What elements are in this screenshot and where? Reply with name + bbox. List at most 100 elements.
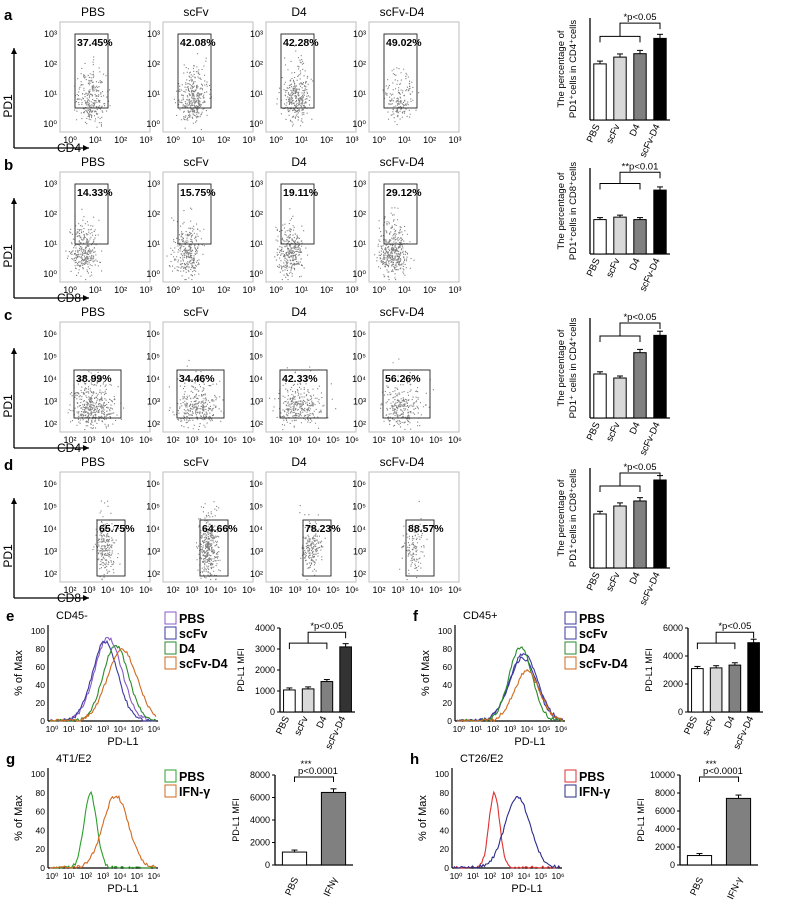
plot-frame xyxy=(162,321,254,433)
y-tick-label: 10³ xyxy=(250,29,263,39)
bar-chart-c: The percentage of PD1⁺ cells in CD4⁺cells… xyxy=(556,312,670,457)
y-tick-label: 10² xyxy=(147,209,160,219)
y-tick-label: 0 xyxy=(444,863,449,873)
x-axis-label: CD8 xyxy=(57,591,81,605)
y-tick-label: 10³ xyxy=(353,179,366,189)
y-tick-label: 10⁵ xyxy=(352,502,366,512)
y-tick-label: 10³ xyxy=(353,547,366,557)
plot-title: scFv-D4 xyxy=(380,455,425,469)
significance-bracket xyxy=(619,22,661,37)
y-tick-label: 10² xyxy=(44,419,57,429)
y-tick-label: 10² xyxy=(147,419,160,429)
plot-title: PBS xyxy=(81,155,105,169)
y-axis-label: The percentage of xyxy=(556,329,567,406)
significance-bracket xyxy=(699,776,739,782)
bar-scFv xyxy=(613,56,627,121)
x-tick-label: 10² xyxy=(372,585,385,595)
x-tick-label: 10⁴ xyxy=(307,585,321,595)
x-tick-label: 10⁰ xyxy=(46,724,59,734)
scatter-points xyxy=(168,359,225,431)
y-tick-label: 10⁶ xyxy=(146,479,160,489)
x-axis-label: PD-L1 xyxy=(514,736,545,748)
y-tick-label: 10³ xyxy=(44,179,57,189)
significance-label: **p<0.01 xyxy=(622,161,659,172)
x-tick-label: 10¹ xyxy=(192,285,205,295)
y-tick-label: 10³ xyxy=(353,29,366,39)
category-label: PBS xyxy=(283,876,301,898)
x-tick-label: 10³ xyxy=(288,435,301,445)
x-tick-label: 10³ xyxy=(139,285,152,295)
y-axis-label: The percentage of xyxy=(556,172,567,249)
y-tick-label: 10⁵ xyxy=(43,352,57,362)
arrow-head xyxy=(83,295,89,301)
category-label: IFN-γ xyxy=(725,875,745,901)
y-tick-label: 80 xyxy=(440,788,450,798)
plot-title: D4 xyxy=(291,455,307,469)
category-label: PBS xyxy=(585,257,603,279)
y-tick-label: 0 xyxy=(447,716,452,726)
y-tick-label: 10⁴ xyxy=(146,374,160,384)
plot-frame xyxy=(59,471,151,583)
scatter-plot-b-2: scFv 15.75% 10³ 10² 10¹ 10⁰ 10⁰ 10¹ 10² 10³ xyxy=(146,155,255,295)
x-tick-label: 10⁰ xyxy=(372,135,386,145)
x-tick-label: 10⁴ xyxy=(204,435,218,445)
arrow-head xyxy=(11,48,17,54)
y-tick-label: 60 xyxy=(36,807,46,817)
y-tick-label: 100 xyxy=(438,626,452,636)
y-tick-label: 10⁰ xyxy=(43,269,57,279)
legend-swatch xyxy=(164,641,177,655)
y-tick-label: 2000 xyxy=(663,679,683,689)
significance-bracket xyxy=(619,171,661,184)
y-tick-label: 10² xyxy=(44,569,57,579)
gate-rect xyxy=(96,519,126,577)
x-tick-label: 10⁵ xyxy=(538,724,551,734)
arrow-head xyxy=(83,145,89,151)
legend-swatch xyxy=(164,611,177,625)
bar-PBS xyxy=(593,219,607,255)
x-tick-label: 10⁶ xyxy=(552,871,565,881)
x-tick-label: 10³ xyxy=(97,871,109,881)
x-tick-label: 10³ xyxy=(288,585,301,595)
gate-percentage: 29.12% xyxy=(386,187,422,199)
arrow-head xyxy=(11,348,17,354)
scatter-plot-a-3: D4 42.28% 10³ 10² 10¹ 10⁰ 10⁰ 10¹ 10² 10³ xyxy=(249,5,358,145)
y-tick-label: 10⁰ xyxy=(146,269,160,279)
y-tick-label: 10⁶ xyxy=(43,479,57,489)
scatter-plot-c-1: PBS 38.99% 10⁶ 10⁵ 10⁴ 10³ 10² 10² 10³ 10⁴ 10⁵ 10⁶ xyxy=(43,305,153,445)
gate-percentage: 64.66% xyxy=(202,523,238,535)
y-tick-label: 10⁶ xyxy=(352,329,366,339)
panel-letter: a xyxy=(4,7,13,24)
bar-chart-h: 0 2000 4000 6000 8000 10000 PD-L1 MFI PBS IFN-γ *… xyxy=(636,759,758,901)
legend-swatch xyxy=(164,784,177,798)
x-tick-label: 10² xyxy=(423,135,436,145)
plot-title: D4 xyxy=(291,305,307,319)
x-tick-label: 10² xyxy=(80,724,92,734)
scatter-points xyxy=(399,500,428,581)
histogram-curve-PBS xyxy=(456,656,564,722)
legend-label: PBS xyxy=(179,612,205,626)
legend-swatch xyxy=(564,656,577,670)
x-tick-label: 10⁵ xyxy=(131,724,144,734)
y-tick-label: 10⁶ xyxy=(43,329,57,339)
gate-percentage: 38.99% xyxy=(76,373,112,385)
arrow-head xyxy=(11,198,17,204)
y-tick-label: 8000 xyxy=(655,788,675,798)
y-tick-label: 10⁴ xyxy=(43,524,57,534)
scatter-points xyxy=(196,501,221,581)
gate-percentage: 14.33% xyxy=(77,187,113,199)
plot-title: D4 xyxy=(291,155,307,169)
y-tick-label: 10³ xyxy=(353,397,366,407)
x-tick-label: 10² xyxy=(320,285,333,295)
legend-swatch xyxy=(164,769,177,783)
x-tick-label: 10⁴ xyxy=(410,435,424,445)
y-tick-label: 40 xyxy=(443,680,453,690)
y-tick-label: 40 xyxy=(440,825,450,835)
gate-rect xyxy=(176,369,225,419)
scatter-plot-c-3: D4 42.33% 10⁶ 10⁵ 10⁴ 10³ 10² 10² 10³ 10⁴ 10⁵ 10⁶ xyxy=(249,305,359,445)
legend-label: D4 xyxy=(179,642,195,656)
x-tick-label: 10⁵ xyxy=(120,585,134,595)
category-label: PBS xyxy=(682,715,700,737)
y-tick-label: 20 xyxy=(443,698,453,708)
